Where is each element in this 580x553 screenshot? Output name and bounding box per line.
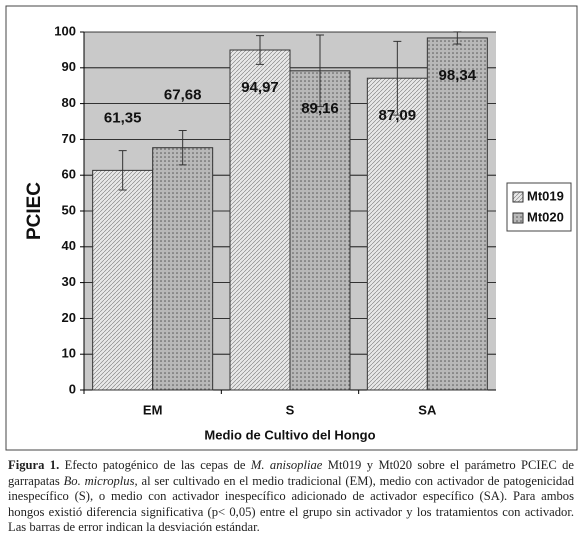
value-label: 61,35 — [104, 109, 142, 126]
x-tick-label: S — [286, 402, 295, 417]
error-bar — [118, 150, 127, 191]
error-bar — [453, 31, 462, 45]
y-tick-label: 0 — [69, 381, 76, 396]
y-tick-label: 100 — [54, 23, 76, 38]
chart: PCIEC Medio de Cultivo del Hongo 0 10 20 30… — [5, 5, 578, 451]
y-tick-label: 40 — [62, 238, 76, 253]
value-label: 89,16 — [301, 100, 339, 117]
frame — [5, 5, 578, 451]
error-bar — [316, 34, 324, 108]
caption: Figura 1. Efecto patogénico de las cepas… — [8, 458, 574, 536]
caption-text: Mt019 y Mt020 sobre el parámetro PCIEC d… — [8, 458, 575, 488]
legend-label: Mt020 — [527, 209, 564, 224]
bar — [229, 49, 291, 391]
value-label: 98,34 — [439, 67, 477, 84]
error-bar — [256, 35, 264, 65]
bar — [152, 147, 214, 391]
y-tick-label: 10 — [62, 346, 76, 361]
x-tick-label: SA — [418, 402, 437, 417]
value-label: 67,68 — [164, 87, 202, 104]
caption-text: Efecto patogénico de las cepas de — [59, 458, 251, 472]
bar — [92, 169, 154, 391]
bar — [366, 77, 428, 391]
y-tick-label: 90 — [62, 59, 76, 74]
x-tick-label: EM — [143, 402, 163, 417]
x-axis-label: Medio de Cultivo del Hongo — [204, 427, 375, 442]
value-label: 94,97 — [241, 79, 279, 96]
bar — [426, 37, 488, 391]
legend-swatch — [512, 212, 524, 224]
y-tick-label: 80 — [62, 95, 76, 110]
legend-swatch — [512, 191, 524, 203]
y-tick-label: 50 — [62, 202, 76, 217]
y-tick-label: 20 — [62, 310, 76, 325]
caption-text: Bo. microplus, — [63, 473, 138, 488]
error-bar — [393, 40, 402, 116]
error-bar — [178, 130, 187, 166]
legend-label: Mt019 — [527, 188, 564, 203]
y-tick-label: 60 — [62, 167, 76, 182]
caption-text: Figura 1. — [8, 458, 60, 472]
y-tick-label: 30 — [62, 274, 76, 289]
value-label: 87,09 — [379, 107, 417, 124]
y-tick-label: 70 — [62, 131, 76, 146]
y-axis-label: PCIEC — [24, 182, 45, 240]
caption-text: M. anisopliae — [250, 458, 323, 472]
bar — [289, 70, 351, 391]
caption-text: al ser cultivado en el medio tradicional… — [8, 473, 575, 535]
